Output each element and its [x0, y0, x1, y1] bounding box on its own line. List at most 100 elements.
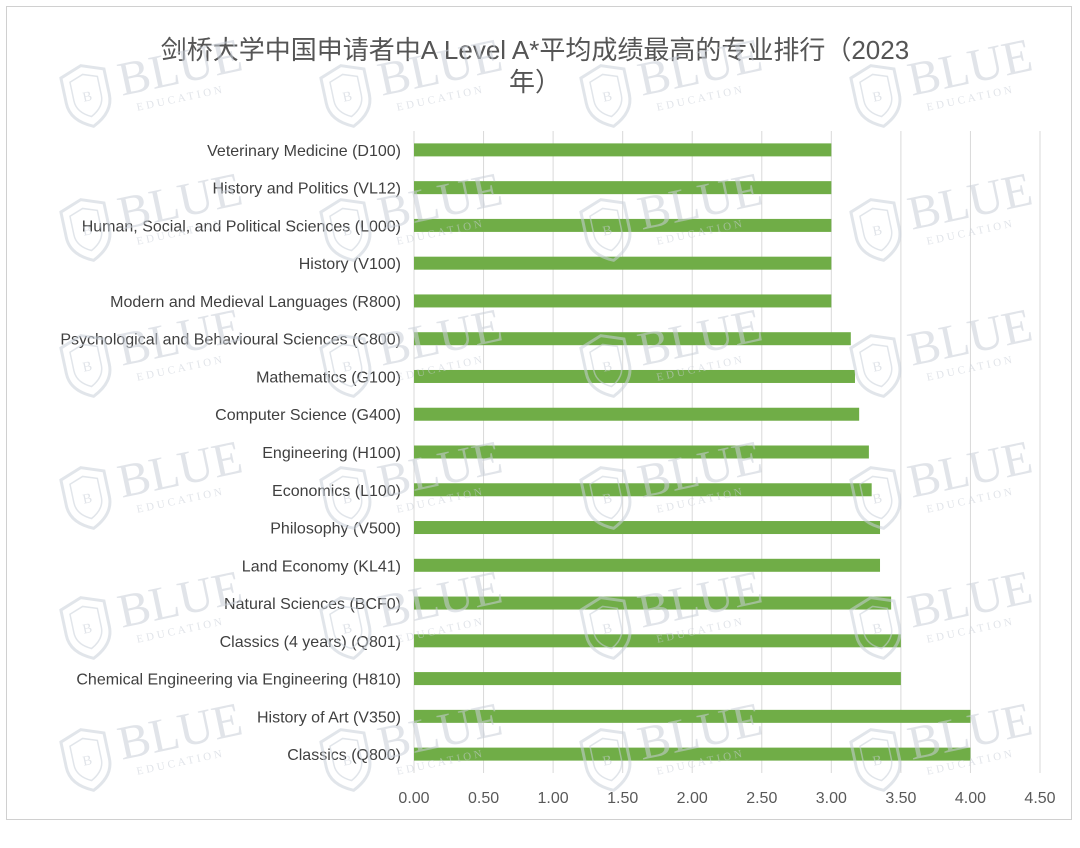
category-label: Human, Social, and Political Sciences (L… — [82, 218, 401, 235]
watermark-badge-letter: B — [341, 753, 353, 770]
watermark-badge-letter: B — [341, 223, 353, 240]
chart-frame: Veterinary Medicine (D100) History and Po… — [6, 6, 1072, 820]
category-labels: Veterinary Medicine (D100) History and Po… — [60, 143, 401, 764]
bar — [414, 709, 971, 723]
watermark-badge-letter: B — [871, 621, 883, 638]
category-label: History and Politics (VL12) — [212, 181, 401, 198]
x-tick-label: 3.50 — [885, 790, 916, 807]
category-label: History of Art (V350) — [257, 709, 401, 726]
shield-logo-icon — [319, 64, 372, 128]
category-label: Philosophy (V500) — [270, 521, 401, 538]
shield-logo-icon — [59, 64, 112, 128]
shield-logo-icon — [59, 596, 112, 660]
watermark-badge-letter: B — [81, 753, 93, 770]
watermark-badge-letter: B — [81, 621, 93, 638]
x-tick-label: 1.00 — [538, 790, 569, 807]
watermark-badge-letter: B — [871, 753, 883, 770]
watermark-badge-letter: B — [341, 359, 353, 376]
bar — [414, 218, 832, 232]
bar — [414, 143, 832, 157]
category-label: Land Economy (KL41) — [242, 558, 401, 575]
shield-logo-icon — [579, 596, 632, 660]
shield-logo-icon — [319, 728, 372, 792]
bar — [414, 672, 901, 686]
watermark-badge-letter: B — [601, 621, 613, 638]
bar — [414, 596, 892, 610]
x-tick-label: 4.00 — [955, 790, 986, 807]
shield-logo-icon — [319, 334, 372, 398]
x-tick-label: 0.50 — [468, 790, 499, 807]
chart-title-line2: 年） — [509, 67, 561, 97]
shield-logo-icon — [849, 466, 902, 530]
bar — [414, 181, 832, 195]
watermark-badge-letter: B — [871, 223, 883, 240]
x-axis-ticks: 0.00 0.50 1.00 1.50 2.00 2.50 3.00 3.50 4.00 4.50 — [398, 790, 1055, 807]
watermark-badge-letter: B — [601, 753, 613, 770]
watermark-badge-letter: B — [81, 359, 93, 376]
category-label: Natural Sciences (BCF0) — [224, 596, 401, 613]
shield-logo-icon — [319, 198, 372, 262]
watermark-badge-letter: B — [601, 89, 613, 106]
category-label: Veterinary Medicine (D100) — [207, 143, 401, 160]
watermark-badge-letter: B — [601, 223, 613, 240]
x-tick-label: 4.50 — [1024, 790, 1055, 807]
category-label: Chemical Engineering via Engineering (H8… — [76, 672, 401, 689]
category-label: Computer Science (G400) — [215, 407, 401, 424]
x-tick-label: 3.00 — [816, 790, 847, 807]
shield-logo-icon — [319, 466, 372, 530]
x-tick-label: 1.50 — [607, 790, 638, 807]
watermark-badge-letter: B — [601, 359, 613, 376]
bar — [414, 747, 971, 761]
bar — [414, 558, 881, 572]
bar — [414, 521, 881, 535]
shield-logo-icon — [59, 728, 112, 792]
watermark-badge-letter: B — [81, 491, 93, 508]
shield-logo-icon — [849, 334, 902, 398]
x-tick-label: 2.00 — [677, 790, 708, 807]
category-label: Engineering (H100) — [262, 445, 401, 462]
x-tick-label: 2.50 — [746, 790, 777, 807]
category-label: Modern and Medieval Languages (R800) — [110, 294, 401, 311]
watermark-badge-letter: B — [81, 223, 93, 240]
shield-logo-icon — [579, 64, 632, 128]
category-label: Classics (Q800) — [287, 747, 401, 764]
bar — [414, 445, 869, 459]
chart-title-line1: 剑桥大学中国申请者中A Level A*平均成绩最高的专业排行（2023 — [161, 35, 909, 65]
shield-logo-icon — [59, 198, 112, 262]
category-label: Psychological and Behavioural Sciences (… — [60, 332, 401, 349]
watermark-badge-letter: B — [871, 89, 883, 106]
bar — [414, 369, 855, 383]
shield-logo-icon — [579, 198, 632, 262]
watermark-badge-letter: B — [871, 359, 883, 376]
shield-logo-icon — [59, 334, 112, 398]
shield-logo-icon — [579, 728, 632, 792]
bar — [414, 483, 872, 497]
shield-logo-icon — [849, 64, 902, 128]
watermark-badge-letter: B — [341, 621, 353, 638]
bar — [414, 634, 901, 648]
bar-chart: Veterinary Medicine (D100) History and Po… — [59, 29, 1056, 807]
shield-logo-icon — [849, 198, 902, 262]
shield-logo-icon — [579, 334, 632, 398]
watermark-badge-letter: B — [341, 89, 353, 106]
bars — [414, 143, 971, 761]
bar — [414, 294, 832, 308]
shield-logo-icon — [319, 596, 372, 660]
bar — [414, 332, 851, 346]
bar — [414, 256, 832, 270]
bar — [414, 407, 860, 421]
shield-logo-icon — [579, 466, 632, 530]
